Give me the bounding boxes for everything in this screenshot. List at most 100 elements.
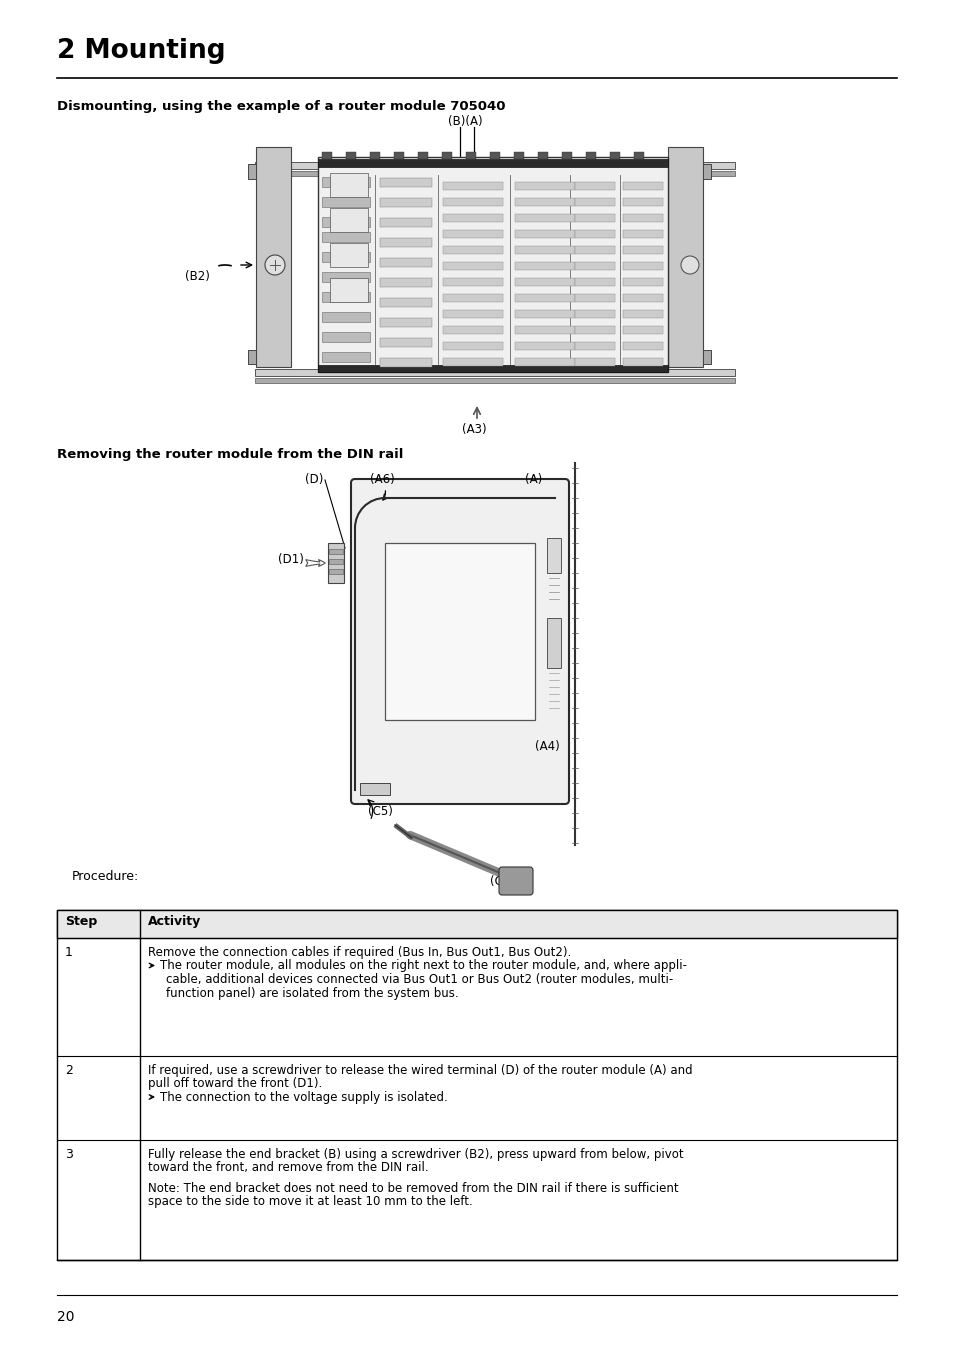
Bar	[575, 246, 615, 254]
Circle shape	[680, 256, 699, 274]
Bar	[322, 232, 370, 242]
Bar	[379, 278, 432, 288]
Bar	[622, 198, 662, 207]
Text: (C): (C)	[490, 875, 507, 888]
Bar	[442, 182, 502, 190]
Bar	[359, 783, 390, 795]
Bar	[322, 197, 370, 207]
Bar	[322, 292, 370, 302]
FancyBboxPatch shape	[351, 479, 568, 805]
Text: (B2): (B2)	[185, 270, 210, 284]
Bar	[515, 278, 575, 286]
Bar	[57, 910, 896, 1260]
Bar	[317, 157, 667, 373]
Bar	[442, 294, 502, 302]
Bar	[329, 559, 343, 564]
Bar	[622, 342, 662, 350]
Bar	[702, 350, 710, 365]
Text: Dismounting, using the example of a router module 705040: Dismounting, using the example of a rout…	[57, 100, 505, 113]
Bar	[379, 178, 432, 188]
Text: If required, use a screwdriver to release the wired terminal (D) of the router m: If required, use a screwdriver to releas…	[148, 1064, 692, 1077]
Bar	[514, 153, 523, 159]
Bar	[442, 230, 502, 238]
Bar	[322, 153, 332, 159]
Bar	[515, 182, 575, 190]
Bar	[322, 252, 370, 262]
Bar	[622, 325, 662, 333]
Bar	[575, 182, 615, 190]
Bar	[575, 294, 615, 302]
Bar	[622, 262, 662, 270]
Bar	[330, 173, 368, 197]
Bar	[330, 208, 368, 232]
Text: space to the side to move it at least 10 mm to the left.: space to the side to move it at least 10…	[148, 1195, 473, 1208]
Text: Step: Step	[65, 915, 97, 927]
Text: (A4): (A4)	[535, 740, 559, 753]
Text: Remove the connection cables if required (Bus In, Bus Out1, Bus Out2).: Remove the connection cables if required…	[148, 946, 571, 958]
Bar	[575, 278, 615, 286]
Bar	[379, 238, 432, 247]
Bar	[329, 568, 343, 574]
Bar	[575, 230, 615, 238]
Bar	[622, 246, 662, 254]
Text: cable, additional devices connected via Bus Out1 or Bus Out2 (router modules, mu: cable, additional devices connected via …	[166, 973, 673, 985]
Bar	[546, 618, 560, 668]
Text: 2: 2	[65, 1064, 72, 1077]
Bar	[634, 153, 643, 159]
Text: (A): (A)	[524, 472, 541, 486]
Bar	[57, 910, 896, 938]
Text: (D): (D)	[305, 472, 323, 486]
Text: function panel) are isolated from the system bus.: function panel) are isolated from the sy…	[166, 987, 458, 999]
Bar	[622, 278, 662, 286]
Bar	[254, 162, 734, 169]
Bar	[622, 215, 662, 221]
Bar	[248, 350, 255, 365]
Bar	[346, 153, 355, 159]
Text: 1: 1	[65, 946, 72, 958]
Bar	[322, 312, 370, 323]
Text: Activity: Activity	[148, 915, 201, 927]
Bar	[370, 153, 379, 159]
Bar	[442, 325, 502, 333]
Text: Fully release the end bracket (B) using a screwdriver (B2), press upward from be: Fully release the end bracket (B) using …	[148, 1148, 683, 1161]
Bar	[442, 215, 502, 221]
Bar	[322, 352, 370, 362]
Bar	[442, 342, 502, 350]
Bar	[379, 319, 432, 327]
Bar	[515, 230, 575, 238]
Bar	[622, 358, 662, 366]
Bar	[515, 310, 575, 319]
Bar	[442, 198, 502, 207]
Bar	[322, 177, 370, 188]
Text: Removing the router module from the DIN rail: Removing the router module from the DIN …	[57, 448, 403, 460]
Text: (A6): (A6)	[370, 472, 395, 486]
Bar	[515, 294, 575, 302]
FancyBboxPatch shape	[498, 867, 533, 895]
Text: Note: The end bracket does not need to be removed from the DIN rail if there is : Note: The end bracket does not need to b…	[148, 1181, 678, 1195]
Bar	[322, 217, 370, 227]
Text: (D1): (D1)	[277, 554, 304, 566]
Bar	[546, 539, 560, 572]
Bar	[379, 217, 432, 227]
Bar	[515, 325, 575, 333]
Text: toward the front, and remove from the DIN rail.: toward the front, and remove from the DI…	[148, 1161, 428, 1174]
Text: 3: 3	[65, 1148, 72, 1161]
Bar	[515, 342, 575, 350]
Bar	[248, 163, 255, 180]
Bar	[622, 182, 662, 190]
Text: The router module, all modules on the right next to the router module, and, wher: The router module, all modules on the ri…	[160, 960, 686, 972]
Text: (B)(A): (B)(A)	[448, 115, 482, 128]
Text: (A3): (A3)	[461, 423, 486, 436]
Bar	[622, 294, 662, 302]
Bar	[575, 198, 615, 207]
Text: 2 Mounting: 2 Mounting	[57, 38, 226, 63]
Bar	[254, 171, 734, 176]
Bar	[622, 230, 662, 238]
Bar	[609, 153, 619, 159]
Bar	[575, 262, 615, 270]
Bar	[585, 153, 596, 159]
Bar	[317, 364, 667, 373]
Bar	[317, 159, 667, 167]
Bar	[379, 338, 432, 347]
Bar	[515, 262, 575, 270]
